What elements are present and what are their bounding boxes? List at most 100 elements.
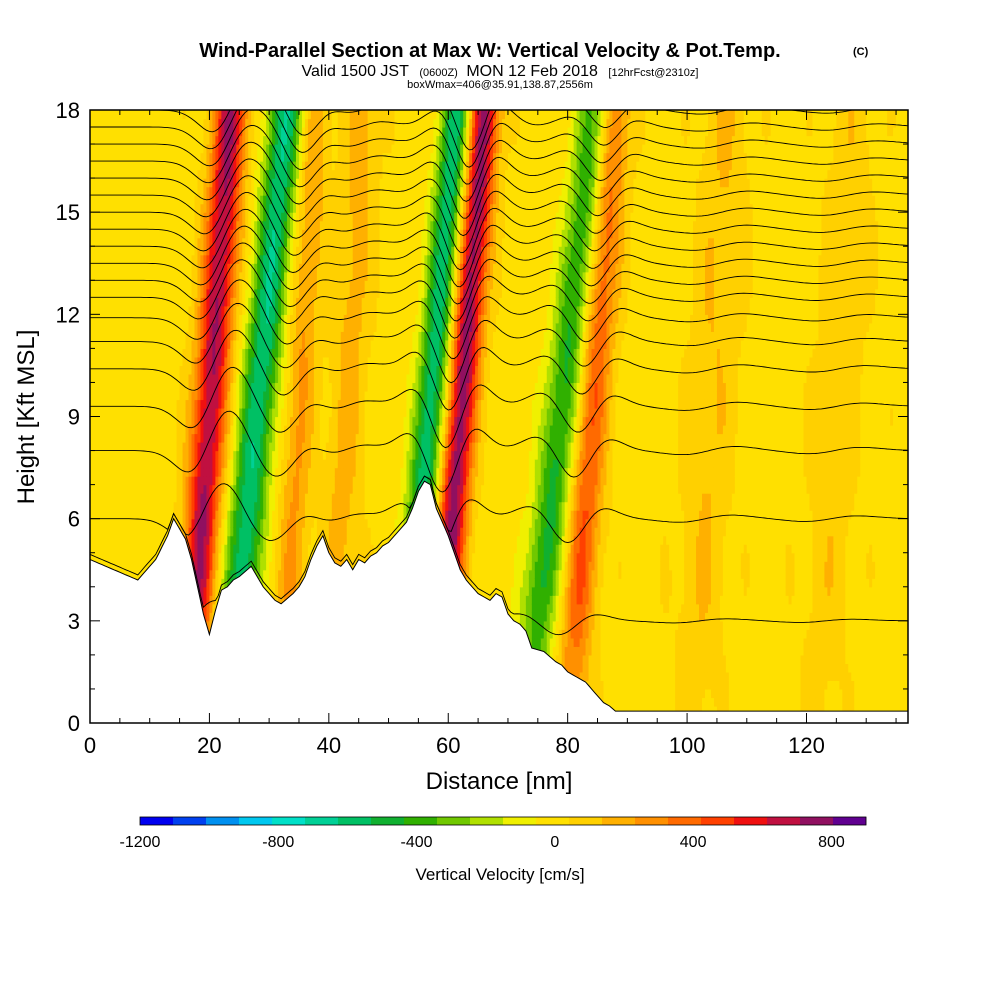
field-cell [212,467,216,477]
field-cell [185,161,190,171]
field-cell [206,561,211,571]
field-cell [92,365,97,375]
field-cell [158,527,163,537]
field-cell [104,356,109,367]
field-cell [281,484,285,494]
field-cell [266,280,270,290]
field-cell [158,356,163,367]
field-cell [155,433,160,443]
field-cell [239,297,243,307]
field-cell [203,305,208,315]
field-cell [188,135,193,145]
field-cell [92,356,97,367]
field-cell [212,484,216,494]
field-cell [278,331,282,341]
field-cell [266,203,270,213]
field-cell [110,467,115,477]
field-cell [122,195,127,205]
field-cell [287,348,291,358]
field-cell [293,476,297,486]
field-cell [236,339,240,349]
field-cell [227,459,231,469]
field-cell [215,510,219,520]
field-cell [236,433,240,443]
field-cell [245,459,249,469]
field-cell [161,237,166,247]
field-cell [227,356,231,367]
field-cell [197,152,202,162]
field-cell [236,237,240,247]
field-cell [251,280,255,290]
field-cell [257,544,261,554]
field-cell [113,382,118,392]
field-cell [209,305,214,315]
field-cell [92,152,97,162]
field-cell [113,407,118,418]
field-cell [140,229,145,239]
field-cell [218,127,222,137]
field-cell [119,561,124,571]
field-cell [230,501,234,511]
field-cell [158,220,163,230]
field-cell [119,237,124,247]
field-cell [197,518,202,528]
field-cell [90,288,94,298]
field-cell [164,186,169,196]
field-cell [131,110,136,120]
field-cell [230,416,234,426]
chart-title-tag: (C) [853,46,869,58]
field-cell [113,373,118,384]
field-cell [218,569,222,579]
field-cell [104,552,109,562]
field-cell [290,314,294,324]
field-cell [134,433,139,443]
field-cell [203,314,208,324]
field-cell [275,450,279,460]
field-cell [221,501,225,511]
field-cell [290,552,294,562]
field-cell [236,152,240,162]
field-cell [134,501,139,511]
field-cell [119,220,124,230]
field-cell [242,161,246,171]
field-cell [287,305,291,315]
field-cell [260,195,264,205]
field-cell [212,552,216,562]
field-cell [116,510,121,520]
field-cell [98,152,103,162]
field-cell [284,118,288,128]
field-cell [236,459,240,469]
field-cell [212,561,216,571]
field-cell [191,450,196,460]
field-cell [161,212,166,222]
field-cell [149,339,154,349]
field-cell [191,305,196,315]
field-cell [200,535,205,545]
field-cell [200,161,205,171]
field-cell [227,382,231,392]
field-cell [209,195,214,205]
field-cell [254,186,258,196]
field-cell [281,305,285,315]
field-cell [281,135,285,145]
field-cell [197,510,202,520]
field-cell [140,373,145,384]
field-cell [284,280,288,290]
field-cell [284,450,288,460]
field-cell [176,254,181,264]
field-cell [251,237,255,247]
field-cell [113,305,118,315]
field-cell [161,144,166,154]
field-cell [90,246,94,256]
field-cell [90,280,94,290]
field-cell [146,416,151,426]
field-cell [257,322,261,332]
field-cell [200,390,205,401]
field-cell [137,356,142,367]
field-cell [212,510,216,520]
field-cell [128,544,133,554]
field-cell [287,220,291,230]
field-cell [173,288,178,298]
field-cell [254,373,258,384]
field-cell [236,407,240,418]
